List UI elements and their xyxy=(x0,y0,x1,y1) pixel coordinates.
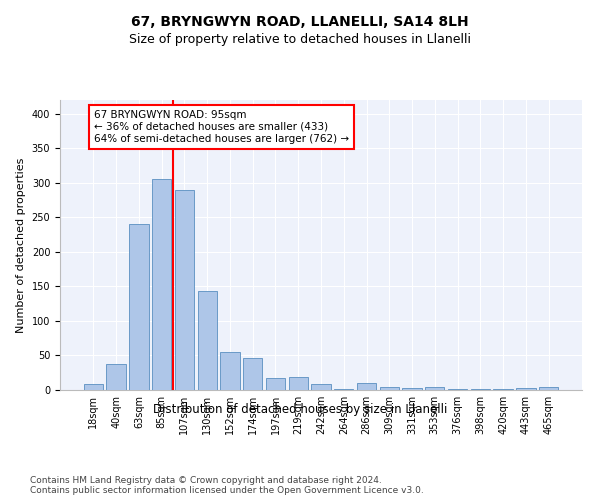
Bar xyxy=(197,292,217,390)
Text: Size of property relative to detached houses in Llanelli: Size of property relative to detached ho… xyxy=(129,32,471,46)
Bar xyxy=(289,377,308,390)
Y-axis label: Number of detached properties: Number of detached properties xyxy=(16,158,26,332)
Bar xyxy=(129,224,149,390)
Text: Contains HM Land Registry data © Crown copyright and database right 2024.
Contai: Contains HM Land Registry data © Crown c… xyxy=(30,476,424,495)
Bar xyxy=(220,352,239,390)
Bar xyxy=(84,384,103,390)
Text: 67, BRYNGWYN ROAD, LLANELLI, SA14 8LH: 67, BRYNGWYN ROAD, LLANELLI, SA14 8LH xyxy=(131,15,469,29)
Bar xyxy=(243,358,262,390)
Text: Distribution of detached houses by size in Llanelli: Distribution of detached houses by size … xyxy=(153,402,447,415)
Bar xyxy=(539,387,558,390)
Bar xyxy=(357,383,376,390)
Text: 67 BRYNGWYN ROAD: 95sqm
← 36% of detached houses are smaller (433)
64% of semi-d: 67 BRYNGWYN ROAD: 95sqm ← 36% of detache… xyxy=(94,110,349,144)
Bar xyxy=(403,388,422,390)
Bar xyxy=(311,384,331,390)
Bar xyxy=(175,190,194,390)
Bar xyxy=(152,180,172,390)
Bar xyxy=(106,364,126,390)
Bar xyxy=(266,378,285,390)
Bar xyxy=(470,388,490,390)
Bar xyxy=(334,388,353,390)
Bar xyxy=(425,387,445,390)
Bar xyxy=(516,388,536,390)
Bar xyxy=(448,388,467,390)
Bar xyxy=(380,386,399,390)
